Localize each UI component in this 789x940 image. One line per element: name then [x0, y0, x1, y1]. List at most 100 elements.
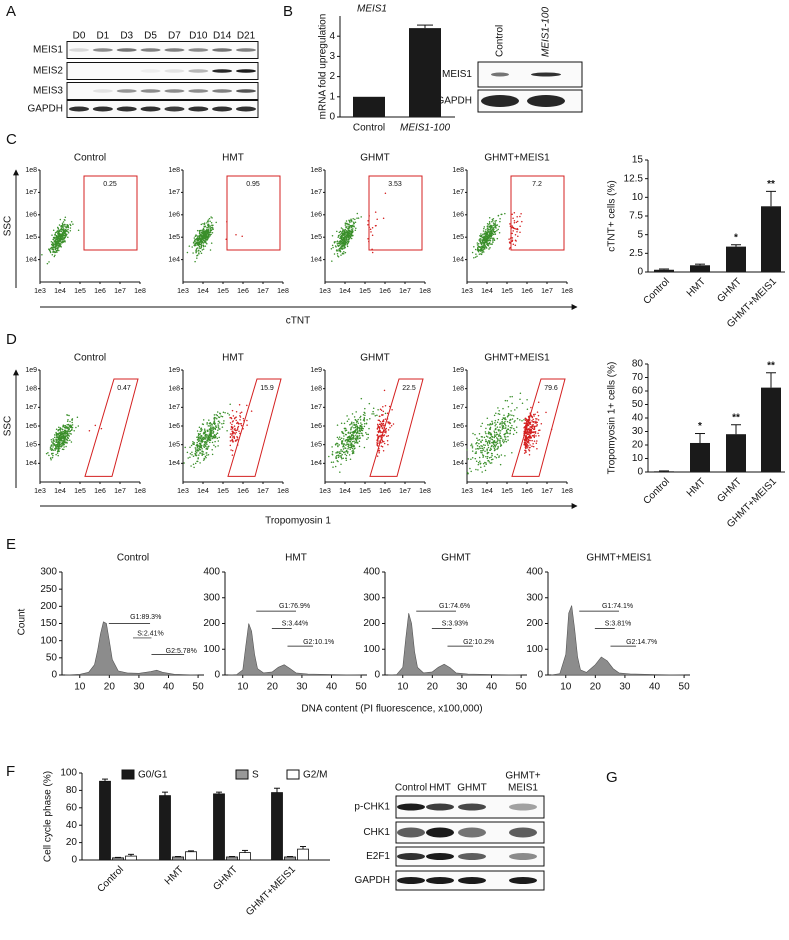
- cell-dot: [507, 405, 510, 408]
- x-tick-label: 1e6: [521, 288, 533, 295]
- cell-dot: [59, 240, 61, 242]
- cell-dot: [54, 248, 57, 251]
- y-tick-label: 300: [526, 592, 543, 603]
- cell-dot: [209, 433, 211, 436]
- cell-dot: [498, 429, 500, 431]
- cell-dot: [67, 231, 70, 234]
- cell-dot: [54, 449, 56, 451]
- cell-dot: [351, 413, 354, 415]
- cell-dot: [371, 234, 374, 236]
- cell-dot: [211, 231, 214, 234]
- lane-label: D5: [144, 31, 157, 42]
- cell-dot: [63, 223, 66, 226]
- cell-dot: [358, 434, 361, 437]
- cell-dot: [212, 431, 214, 433]
- cell-dot: [200, 438, 203, 440]
- cell-dot: [351, 220, 353, 223]
- cell-dot: [202, 244, 204, 246]
- cell-dot: [376, 434, 378, 437]
- cell-dot: [379, 408, 382, 410]
- cell-dot: [239, 419, 241, 421]
- cell-dot: [56, 230, 59, 233]
- chart-title: MEIS1: [357, 4, 387, 15]
- cell-dot: [61, 448, 64, 451]
- cell-dot: [60, 230, 63, 233]
- cell-dot: [487, 244, 490, 247]
- cell-dot: [481, 447, 484, 450]
- cell-dot: [53, 440, 55, 442]
- cell-dot: [194, 462, 197, 465]
- cell-dot: [200, 427, 203, 429]
- cell-dot: [471, 450, 474, 452]
- blot-band: [458, 827, 486, 838]
- cell-dot: [475, 443, 477, 445]
- cell-dot: [343, 230, 346, 232]
- bar: [690, 442, 710, 472]
- cell-dot: [509, 223, 511, 225]
- cell-dot: [466, 449, 468, 451]
- cell-dot: [344, 222, 347, 224]
- cell-dot: [213, 418, 216, 420]
- cell-dot: [483, 251, 485, 253]
- cell-dot: [510, 410, 512, 412]
- cell-dot: [531, 424, 533, 426]
- cell-dot: [483, 239, 485, 242]
- cell-dot: [66, 427, 68, 430]
- cell-dot: [361, 423, 363, 426]
- cell-dot: [222, 411, 225, 414]
- cell-dot: [335, 454, 338, 457]
- cell-dot: [486, 452, 489, 455]
- cell-dot: [506, 428, 509, 431]
- cell-dot: [386, 440, 389, 442]
- cell-dot: [491, 237, 493, 239]
- cell-dot: [51, 248, 53, 250]
- bar: [213, 793, 225, 861]
- cell-dot: [346, 242, 349, 245]
- cell-dot: [63, 425, 65, 428]
- cell-dot: [206, 439, 209, 441]
- cell-dot: [240, 411, 243, 414]
- blot-band: [116, 89, 137, 93]
- cell-dot: [202, 238, 204, 241]
- cell-dot: [382, 425, 385, 427]
- cell-dot: [483, 227, 485, 230]
- cell-dot: [512, 230, 514, 232]
- cell-dot: [209, 430, 212, 432]
- cell-dot: [474, 256, 477, 258]
- cell-dot: [467, 458, 470, 460]
- cell-dot: [200, 238, 202, 240]
- y-tick-label: 1e6: [25, 212, 37, 219]
- gate-annotation: G2:14.7%: [626, 639, 657, 646]
- cell-dot: [500, 422, 502, 424]
- cell-dot: [360, 432, 362, 434]
- cell-dot: [52, 243, 55, 246]
- cell-dot: [66, 436, 69, 439]
- cell-dot: [477, 461, 480, 464]
- cell-dot: [67, 230, 69, 233]
- x-tick-label: 10: [237, 682, 249, 693]
- cell-dot: [215, 433, 218, 436]
- cell-dot: [497, 435, 500, 437]
- bar: [297, 848, 309, 861]
- y-tick-label: 80: [66, 785, 78, 796]
- cell-dot: [506, 431, 508, 434]
- cell-dot: [494, 448, 496, 451]
- cell-dot: [350, 444, 353, 447]
- cell-dot: [504, 212, 506, 215]
- cell-dot: [497, 228, 499, 231]
- cell-dot: [356, 436, 359, 439]
- cell-dot: [540, 422, 543, 425]
- cell-dot: [45, 452, 48, 455]
- cell-dot: [203, 443, 206, 446]
- cell-dot: [352, 221, 355, 223]
- cell-dot: [246, 419, 248, 422]
- cell-dot: [352, 437, 355, 439]
- cell-dot: [501, 426, 504, 429]
- cell-dot: [194, 447, 197, 449]
- cell-dot: [470, 444, 472, 447]
- cell-dot: [379, 420, 382, 423]
- cell-dot: [492, 241, 494, 244]
- cell-dot: [475, 451, 477, 453]
- cell-dot: [492, 224, 495, 227]
- cell-dot: [524, 449, 526, 452]
